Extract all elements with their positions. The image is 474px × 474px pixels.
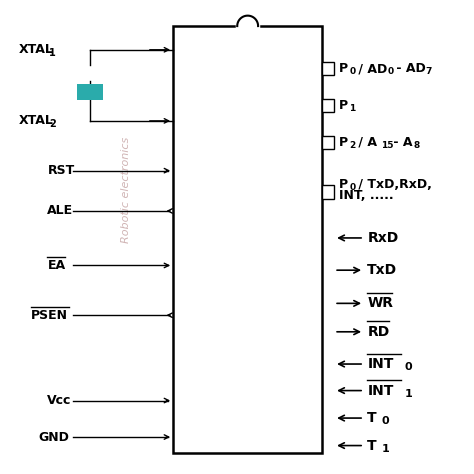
Text: XTAL: XTAL: [19, 114, 54, 128]
Text: 15: 15: [381, 141, 393, 149]
Text: T: T: [367, 411, 377, 425]
Bar: [322, 185, 334, 199]
Text: - A: - A: [389, 136, 413, 149]
Text: P: P: [339, 136, 348, 149]
Text: Vcc: Vcc: [47, 394, 72, 407]
Text: PSEN: PSEN: [31, 309, 68, 322]
Bar: [322, 136, 334, 149]
Text: 1: 1: [349, 104, 356, 112]
Text: 1: 1: [49, 48, 56, 58]
Text: 1: 1: [404, 389, 412, 399]
Text: TxD: TxD: [367, 263, 398, 277]
Text: 0: 0: [404, 362, 412, 373]
Text: EA: EA: [47, 259, 65, 272]
Bar: [77, 84, 103, 100]
Text: T: T: [367, 438, 377, 453]
Text: 8: 8: [414, 141, 420, 149]
Text: 0: 0: [349, 67, 356, 76]
Text: 0: 0: [382, 416, 389, 427]
Text: 2: 2: [349, 141, 356, 149]
Text: / AD: / AD: [354, 62, 387, 75]
Text: RST: RST: [47, 164, 74, 177]
Text: - AD: - AD: [392, 62, 426, 75]
Text: P: P: [339, 99, 348, 112]
Text: 7: 7: [426, 67, 432, 76]
Text: 0: 0: [349, 183, 356, 191]
Text: RxD: RxD: [367, 231, 399, 245]
Text: WR: WR: [367, 296, 393, 310]
Bar: [322, 99, 334, 112]
Text: Robotic electronics: Robotic electronics: [120, 137, 131, 243]
Text: RD: RD: [367, 325, 390, 339]
Text: INT, .....: INT, .....: [339, 189, 393, 202]
Text: ALE: ALE: [47, 204, 73, 218]
Text: Robotic electronics: Robotic electronics: [192, 337, 305, 350]
Text: P: P: [339, 178, 348, 191]
Text: P: P: [339, 62, 348, 75]
Text: 1: 1: [382, 444, 389, 454]
Text: 0: 0: [387, 67, 393, 76]
Text: Robotic electronics: Robotic electronics: [265, 164, 275, 263]
Text: INT: INT: [367, 383, 394, 398]
Text: / TxD,RxD,: / TxD,RxD,: [354, 178, 432, 191]
Bar: [173, 26, 322, 453]
Text: 2: 2: [49, 119, 56, 129]
Text: INT: INT: [367, 357, 394, 371]
Bar: [322, 62, 334, 75]
Text: / A: / A: [354, 136, 377, 149]
Text: Robotic electronics: Robotic electronics: [192, 136, 305, 149]
Text: GND: GND: [38, 430, 69, 444]
Text: XTAL: XTAL: [19, 43, 54, 56]
